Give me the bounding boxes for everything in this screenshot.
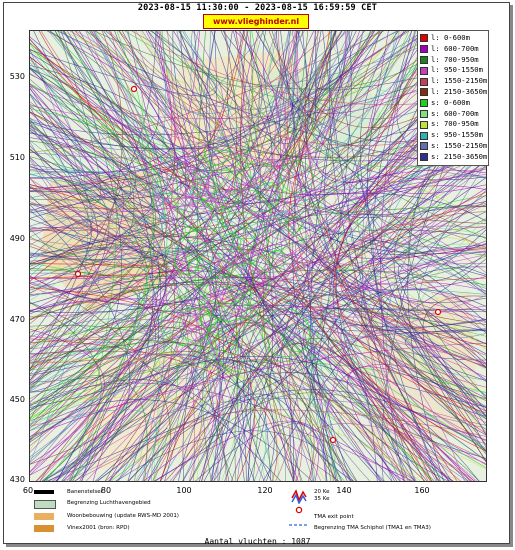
legend-label: l: 700-950m xyxy=(431,54,479,64)
key-vinex: Vinex2001 (bron: RPD) xyxy=(67,525,130,531)
legend-item: l: 600-700m xyxy=(420,44,488,55)
vinex-swatch xyxy=(34,525,54,532)
y-tick-430: 430 xyxy=(9,475,25,484)
y-tick-470: 470 xyxy=(9,315,25,324)
x-tick-100: 100 xyxy=(176,486,192,495)
x-tick-140: 140 xyxy=(336,486,352,495)
legend-item: l: 2150-3650m xyxy=(420,87,488,98)
x-tick-120: 120 xyxy=(257,486,273,495)
legend-label: l: 2150-3650m xyxy=(431,86,488,96)
key-tma-limit: Begrenzing TMA Schiphol (TMA1 en TMA3) xyxy=(314,525,431,531)
map-key: Banenstelsel Begrenzing Luchthavengebied… xyxy=(29,483,485,539)
key-noise-35: 35 Ke xyxy=(314,496,330,502)
x-tick-80: 80 xyxy=(100,486,112,495)
legend-label: l: 950-1550m xyxy=(431,65,483,75)
legend-item: l: 0-600m xyxy=(420,33,488,44)
legend-label: s: 1550-2150m xyxy=(431,140,488,150)
y-tick-450: 450 xyxy=(9,395,25,404)
y-tick-530: 530 xyxy=(9,72,25,81)
legend-item: l: 1550-2150m xyxy=(420,76,488,87)
y-tick-490: 490 xyxy=(9,234,25,243)
legend-label: l: 600-700m xyxy=(431,43,479,53)
legend-label: s: 0-600m xyxy=(431,97,470,107)
legend-swatch xyxy=(420,34,428,43)
legend-item: s: 950-1550m xyxy=(420,130,488,141)
legend-swatch xyxy=(420,131,428,140)
x-tick-160: 160 xyxy=(414,486,430,495)
key-noise-20: 20 Ke xyxy=(314,489,330,495)
legend-label: l: 1550-2150m xyxy=(431,76,488,86)
legend-item: s: 700-950m xyxy=(420,119,488,130)
noise-contour-icon xyxy=(291,489,307,504)
key-runways: Banenstelsel xyxy=(67,489,103,495)
key-housing: Woonbebouwing (update RWS-MD 2001) xyxy=(67,513,179,519)
legend-swatch xyxy=(420,99,428,108)
legend-swatch xyxy=(420,120,428,129)
legend-swatch xyxy=(420,88,428,97)
legend-label: s: 700-950m xyxy=(431,119,479,129)
x-tick-60: 60 xyxy=(22,486,34,495)
legend-item: l: 950-1550m xyxy=(420,65,488,76)
legend-swatch xyxy=(420,77,428,86)
legend-item: l: 700-950m xyxy=(420,55,488,66)
legend-item: s: 1550-2150m xyxy=(420,141,488,152)
legend-item: s: 600-700m xyxy=(420,109,488,120)
flight-track-map[interactable] xyxy=(29,30,487,482)
time-range-title: 2023-08-15 11:30:00 - 2023-08-15 16:59:5… xyxy=(137,3,378,13)
legend-label: s: 600-700m xyxy=(431,108,479,118)
key-airport-limit: Begrenzing Luchthavengebied xyxy=(67,500,151,506)
tma-limit-icon xyxy=(289,524,309,526)
legend-label: s: 950-1550m xyxy=(431,130,483,140)
legend-swatch xyxy=(420,66,428,75)
runway-swatch xyxy=(34,490,54,494)
airport-area-swatch xyxy=(34,500,56,509)
legend-label: l: 0-600m xyxy=(431,33,470,42)
key-tma-exit: TMA exit point xyxy=(314,514,354,520)
legend-swatch xyxy=(420,55,428,64)
flight-tracks-svg xyxy=(30,31,486,481)
legend-swatch xyxy=(420,142,428,151)
site-badge[interactable]: www.vlieghinder.nl xyxy=(203,14,309,29)
housing-swatch xyxy=(34,513,54,520)
legend-swatch xyxy=(420,45,428,54)
tma-exit-icon xyxy=(295,506,303,514)
legend-swatch xyxy=(420,153,428,162)
flight-count: Aantal vluchten : 1087 xyxy=(204,537,311,546)
altitude-legend: l: 0-600m l: 600-700m l: 700-950m l: 950… xyxy=(417,30,489,166)
legend-swatch xyxy=(420,109,428,118)
y-tick-510: 510 xyxy=(9,153,25,162)
legend-item: s: 2150-3650m xyxy=(420,152,488,163)
legend-item: s: 0-600m xyxy=(420,98,488,109)
legend-label: s: 2150-3650m xyxy=(431,151,488,161)
